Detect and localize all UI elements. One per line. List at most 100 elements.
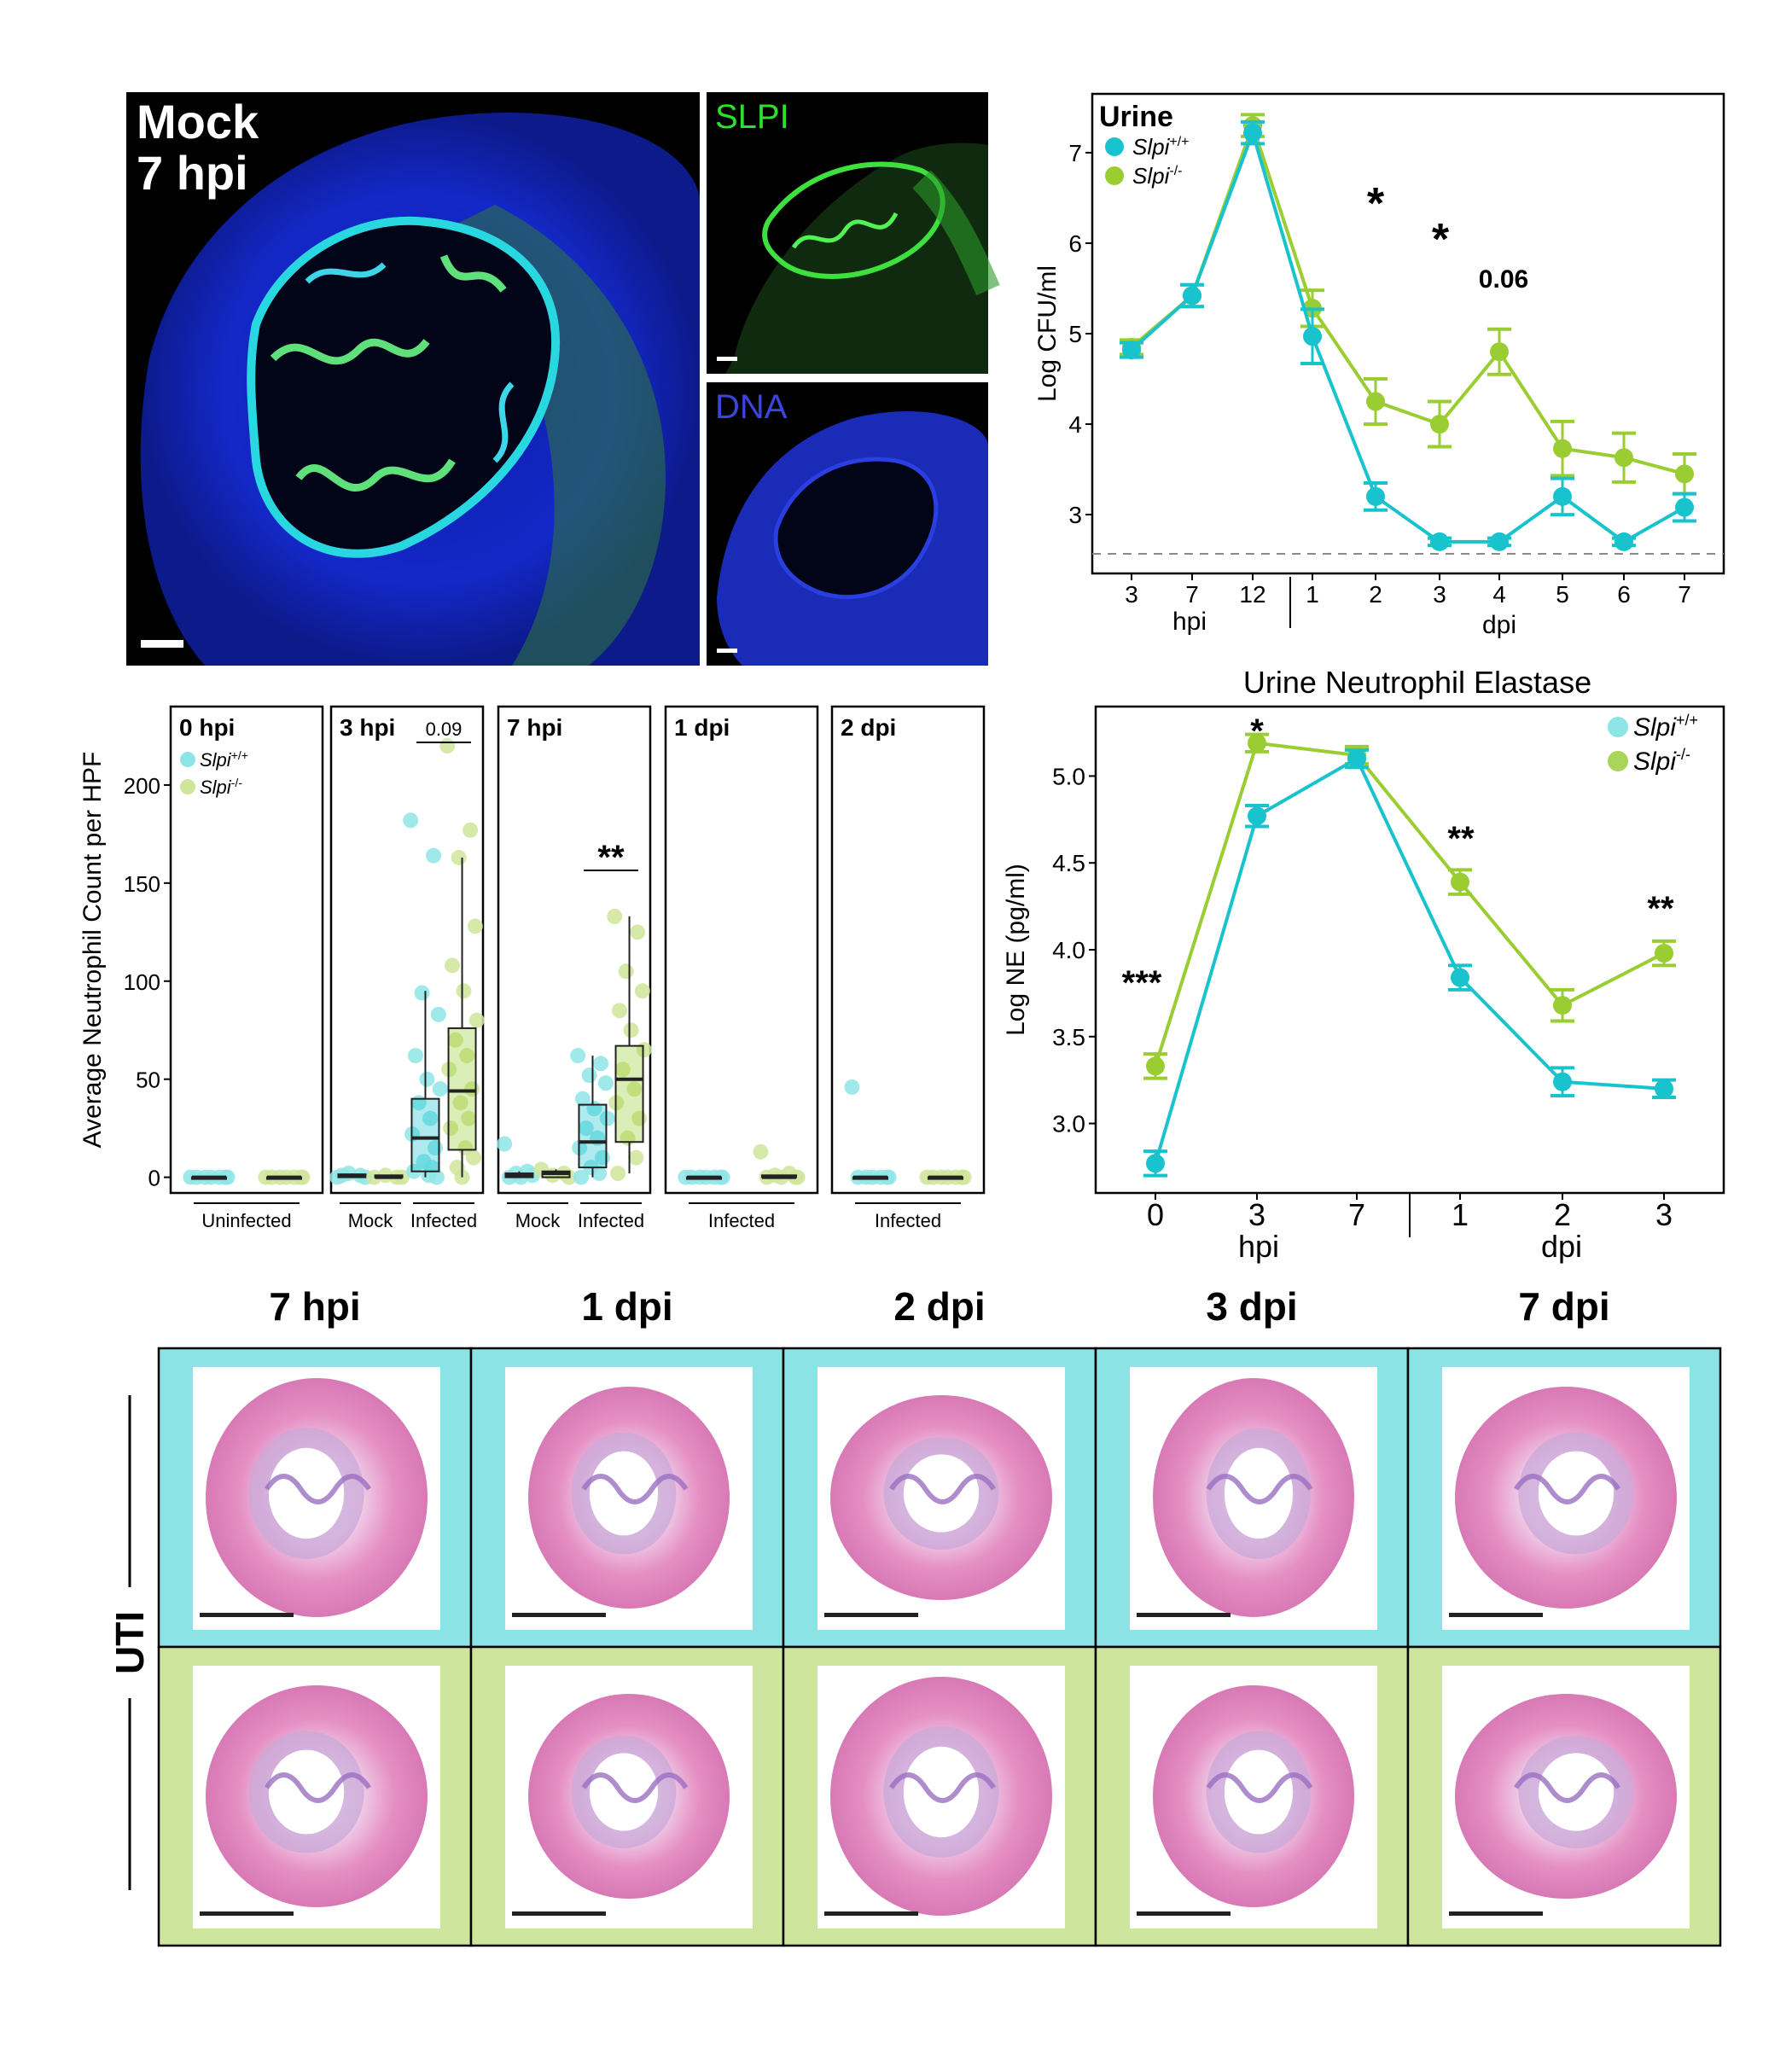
histology-cell-ko bbox=[157, 1645, 473, 1947]
x-tick-label: 2 bbox=[1369, 581, 1382, 608]
legend-marker-wt bbox=[180, 752, 195, 767]
scale-bar bbox=[1449, 1911, 1543, 1916]
data-point-ko bbox=[789, 1169, 806, 1185]
y-axis-label: Log CFU/ml bbox=[1033, 265, 1062, 402]
neutrophil-boxplot-chart: Average Neutrophil Count per HPF 0 50 100 1… bbox=[79, 705, 986, 1231]
column-label: 7 dpi bbox=[1518, 1284, 1609, 1329]
x-tick-label: 1 bbox=[1452, 1197, 1469, 1232]
data-point-wt bbox=[1553, 1072, 1572, 1091]
he-lumen bbox=[1224, 1749, 1294, 1835]
p-value-annotation: 0.09 bbox=[426, 719, 463, 740]
he-fold bbox=[265, 1474, 371, 1504]
x-group-label-dpi: dpi bbox=[1482, 611, 1516, 639]
data-point-wt bbox=[881, 1169, 897, 1185]
he-fold bbox=[581, 1474, 689, 1504]
data-point-wt bbox=[581, 1068, 597, 1084]
data-point-wt bbox=[426, 847, 442, 864]
y-tick-label: 3 bbox=[1068, 502, 1082, 528]
y-tick-label: 5.0 bbox=[1052, 763, 1085, 789]
data-point-wt bbox=[1303, 327, 1322, 346]
data-point-ko bbox=[1655, 944, 1673, 963]
he-fold bbox=[889, 1474, 996, 1504]
histology-cell-ko bbox=[469, 1645, 785, 1947]
scale-bar bbox=[824, 1911, 918, 1916]
facet-frame bbox=[169, 705, 324, 1195]
dna-label: DNA bbox=[715, 388, 788, 426]
x-tick-label: 1 bbox=[1306, 581, 1319, 608]
data-point-wt bbox=[1655, 1079, 1673, 1098]
x-tick-label: 4 bbox=[1492, 581, 1506, 608]
data-point-wt bbox=[414, 985, 430, 1001]
series-line-wt bbox=[1130, 127, 1685, 544]
data-point-wt bbox=[219, 1169, 236, 1185]
data-point-ko bbox=[1430, 415, 1449, 434]
he-fold bbox=[1206, 1772, 1313, 1803]
column-label: 7 hpi bbox=[269, 1284, 360, 1329]
data-point-ko bbox=[445, 957, 461, 974]
data-point-ko bbox=[634, 983, 650, 999]
legend-genotype: Slpi bbox=[200, 749, 232, 771]
chart-title: Urine bbox=[1099, 101, 1173, 133]
data-point-wt bbox=[570, 1048, 586, 1064]
facet-panel: 2 dpi Infected bbox=[830, 705, 986, 1231]
data-point-ko bbox=[623, 1022, 639, 1039]
significance-annotation: * bbox=[1367, 179, 1385, 229]
histology-cell-wt bbox=[157, 1347, 473, 1649]
series-line-ko bbox=[1130, 119, 1685, 476]
data-point-ko bbox=[468, 1012, 485, 1028]
legend-marker-ko bbox=[1608, 751, 1628, 771]
facet-panel: 3 hpi Mock Infected 0.09 bbox=[329, 705, 485, 1231]
scale-bar bbox=[141, 640, 183, 648]
group-label: Mock bbox=[515, 1210, 561, 1231]
y-tick-label: 0 bbox=[148, 1166, 160, 1191]
histology-cell-ko bbox=[782, 1645, 1097, 1947]
data-point-ko bbox=[463, 822, 479, 838]
data-point-ko bbox=[461, 1110, 477, 1126]
box-wt bbox=[410, 1097, 440, 1172]
data-point-wt bbox=[1122, 340, 1141, 360]
data-point-ko bbox=[956, 1169, 972, 1185]
y-tick-label: 4.0 bbox=[1052, 937, 1085, 963]
legend-label-wt: Slpi+/+ bbox=[200, 748, 248, 771]
x-tick-label: 0 bbox=[1147, 1197, 1164, 1232]
x-group-label-dpi: dpi bbox=[1541, 1229, 1582, 1264]
y-tick-label: 6 bbox=[1068, 230, 1082, 257]
scale-bar bbox=[1137, 1613, 1231, 1617]
data-point-wt bbox=[1430, 532, 1449, 551]
column-label: 3 dpi bbox=[1206, 1284, 1297, 1329]
facet-panel: 1 dpi Infected bbox=[664, 705, 819, 1231]
x-tick-label: 5 bbox=[1556, 581, 1569, 608]
he-fold bbox=[265, 1772, 371, 1803]
data-point-ko bbox=[1490, 342, 1509, 362]
scale-bar bbox=[1449, 1613, 1543, 1617]
data-point-wt bbox=[1248, 806, 1266, 826]
data-point-ko bbox=[1553, 996, 1572, 1015]
data-point-wt bbox=[1366, 486, 1385, 506]
x-group-label-hpi: hpi bbox=[1172, 608, 1207, 636]
histology-grid: UTI 7 hpi 1 dpi 2 dpi 3 dpi 7 dpi bbox=[108, 1284, 1722, 1947]
data-point-ko bbox=[443, 1120, 459, 1137]
legend-marker-wt bbox=[1105, 137, 1124, 156]
legend-marker-wt bbox=[1608, 717, 1628, 737]
data-point-wt bbox=[1675, 497, 1694, 517]
he-fold bbox=[1514, 1474, 1620, 1504]
data-point-wt bbox=[573, 1169, 590, 1185]
x-group-label-hpi: hpi bbox=[1238, 1229, 1279, 1264]
data-point-wt bbox=[1347, 749, 1366, 769]
facet-title: 1 dpi bbox=[674, 714, 730, 741]
histology-cell-wt bbox=[1406, 1347, 1722, 1649]
data-point-wt bbox=[1490, 532, 1509, 551]
he-fold bbox=[1514, 1772, 1620, 1803]
data-point-wt bbox=[430, 1006, 446, 1022]
data-point-wt bbox=[591, 1166, 608, 1182]
data-point-ko bbox=[618, 963, 634, 980]
histology-cell-wt bbox=[782, 1347, 1097, 1649]
facet-frame bbox=[664, 705, 819, 1195]
data-point-ko bbox=[610, 1166, 626, 1182]
data-point-ko bbox=[1615, 448, 1633, 468]
y-tick-label: 100 bbox=[124, 969, 160, 995]
data-point-wt bbox=[1615, 532, 1633, 551]
he-lumen bbox=[1538, 1753, 1615, 1831]
scale-bar bbox=[200, 1911, 294, 1916]
